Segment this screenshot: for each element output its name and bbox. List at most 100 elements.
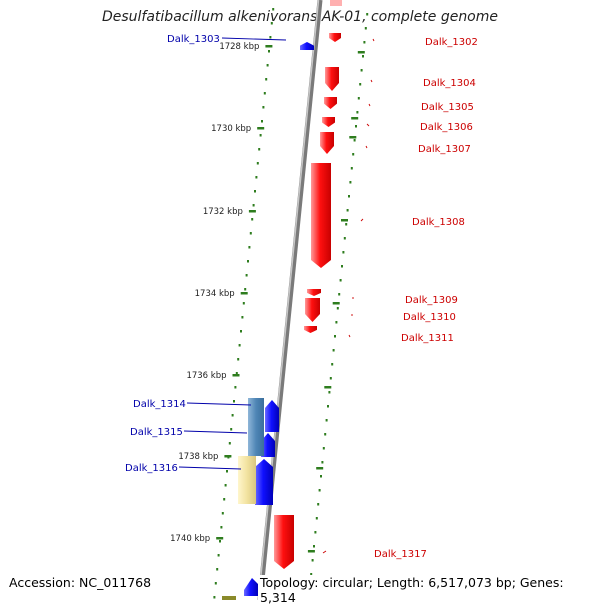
gene-arrow-dalk-1315 xyxy=(261,433,275,457)
gene-leader-line xyxy=(322,550,327,554)
outer-tick-dot xyxy=(366,13,369,16)
inner-tick-dot xyxy=(265,78,268,81)
inner-tick-dot xyxy=(223,498,226,501)
partial-block-bottom xyxy=(222,596,236,600)
gene-label[interactable]: Dalk_1306 xyxy=(420,122,473,133)
gene-arrow-dalk-1303 xyxy=(300,42,314,50)
scale-major-tick xyxy=(265,45,273,48)
inner-tick-dot xyxy=(244,288,247,291)
scale-tick-label: 1736 kbp xyxy=(186,371,226,381)
outer-tick-dot xyxy=(317,503,320,506)
inner-tick-dot xyxy=(214,582,217,585)
gene-arrow-dalk-1308 xyxy=(311,163,331,268)
inner-tick-dot xyxy=(255,176,258,179)
gene-label[interactable]: Dalk_1304 xyxy=(423,78,476,89)
inner-tick-dot xyxy=(254,190,256,193)
inner-tick-dot xyxy=(240,330,242,333)
outer-tick-dot xyxy=(363,41,366,44)
inner-tick-dot xyxy=(226,470,228,473)
gene-label[interactable]: Dalk_1303 xyxy=(167,34,220,45)
inner-tick-dot xyxy=(258,148,261,151)
accession-text: Accession: NC_011768 xyxy=(7,575,154,590)
inner-tick-dot xyxy=(234,386,237,389)
scale-major-tick xyxy=(224,455,232,458)
gene-label[interactable]: Dalk_1307 xyxy=(418,144,471,155)
gene-arrow-dalk-1302 xyxy=(329,33,341,42)
inner-tick-dot xyxy=(272,8,275,11)
inner-tick-dot xyxy=(217,554,220,557)
scale-major-tick xyxy=(257,127,265,130)
gene-leader-line xyxy=(372,38,375,42)
partial-gene-bottom xyxy=(244,578,258,596)
outer-tick-dot xyxy=(313,545,315,548)
outer-tick-dot xyxy=(310,573,313,576)
outer-major-tick xyxy=(341,219,348,222)
gene-leader-line xyxy=(183,430,248,434)
outer-major-tick xyxy=(316,467,324,470)
gene-arrow-dalk-1310 xyxy=(305,298,320,322)
outer-tick-dot xyxy=(311,559,314,562)
inner-tick-dot xyxy=(233,400,235,403)
gene-label[interactable]: Dalk_1309 xyxy=(405,295,458,306)
gene-label[interactable]: Dalk_1315 xyxy=(130,427,183,438)
gene-label[interactable]: Dalk_1316 xyxy=(125,463,178,474)
outer-major-tick xyxy=(332,302,340,305)
inner-tick-dot xyxy=(256,162,259,165)
gene-label[interactable]: Dalk_1310 xyxy=(403,312,456,323)
scale-major-tick xyxy=(248,210,256,213)
outer-major-tick xyxy=(307,550,315,553)
gene-label[interactable]: Dalk_1314 xyxy=(133,399,186,410)
gene-arrow-dalk-1306 xyxy=(322,117,335,127)
outer-tick-dot xyxy=(352,153,355,156)
operon-yellow-block xyxy=(238,456,256,504)
gene-arrow-dalk-1311 xyxy=(304,326,317,333)
gene-label[interactable]: Dalk_1317 xyxy=(374,549,427,560)
inner-tick-track xyxy=(213,8,275,599)
map-title: Desulfatibacillum alkenivorans AK-01, co… xyxy=(101,9,499,25)
outer-tick-dot xyxy=(364,27,367,30)
outer-tick-track xyxy=(308,13,369,590)
outer-tick-dot xyxy=(320,475,322,478)
inner-tick-dot xyxy=(248,246,251,249)
inner-tick-dot xyxy=(247,260,249,263)
outer-tick-dot xyxy=(355,125,357,128)
outer-tick-dot xyxy=(343,237,346,240)
outer-tick-dot xyxy=(314,531,317,534)
outer-tick-dot xyxy=(360,69,363,72)
gene-leader-line xyxy=(186,402,252,406)
inner-tick-dot xyxy=(242,302,245,305)
scale-major-tick xyxy=(232,374,240,377)
operon-steel-block xyxy=(248,398,264,456)
outer-tick-dot xyxy=(359,83,362,86)
outer-tick-dot xyxy=(328,391,331,394)
inner-tick-dot xyxy=(266,64,269,67)
outer-tick-dot xyxy=(321,461,324,464)
gene-label[interactable]: Dalk_1308 xyxy=(412,217,465,228)
outer-tick-dot xyxy=(341,265,343,268)
outer-tick-dot xyxy=(356,111,359,114)
outer-tick-dot xyxy=(327,405,329,408)
gene-label[interactable]: Dalk_1302 xyxy=(425,37,478,48)
outer-tick-dot xyxy=(318,489,321,492)
inner-tick-dot xyxy=(252,204,255,207)
gene-leader-line xyxy=(368,103,371,107)
gene-leader-line xyxy=(365,145,368,149)
scale-tick-label: 1732 kbp xyxy=(203,207,243,217)
outer-major-tick xyxy=(351,117,359,120)
outer-major-tick xyxy=(357,51,365,54)
gene-label[interactable]: Dalk_1311 xyxy=(401,333,454,344)
inner-tick-dot xyxy=(230,428,233,431)
inner-tick-dot xyxy=(231,414,234,417)
outer-tick-dot xyxy=(346,209,349,212)
scale-major-tick xyxy=(216,537,224,540)
outer-tick-dot xyxy=(342,251,345,254)
gene-arrow-dalk-1317 xyxy=(274,515,294,569)
scale-tick-label: 1728 kbp xyxy=(219,42,259,52)
gene-leader-line xyxy=(348,334,351,338)
inner-tick-dot xyxy=(269,36,272,39)
outer-tick-dot xyxy=(362,55,364,58)
outer-tick-dot xyxy=(339,279,342,282)
outer-tick-dot xyxy=(350,167,353,170)
gene-label[interactable]: Dalk_1305 xyxy=(421,102,474,113)
